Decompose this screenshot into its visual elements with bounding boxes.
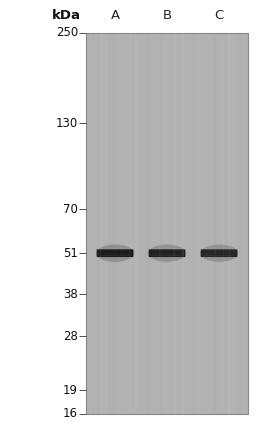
Ellipse shape bbox=[96, 244, 134, 262]
FancyBboxPatch shape bbox=[97, 249, 133, 257]
Ellipse shape bbox=[100, 255, 130, 256]
Ellipse shape bbox=[204, 255, 234, 256]
Text: 70: 70 bbox=[63, 203, 78, 216]
Ellipse shape bbox=[200, 244, 238, 262]
Text: 28: 28 bbox=[63, 330, 78, 343]
FancyBboxPatch shape bbox=[201, 249, 238, 257]
Text: 51: 51 bbox=[63, 247, 78, 260]
Bar bbox=[86, 33, 248, 414]
Text: 38: 38 bbox=[63, 287, 78, 300]
Text: B: B bbox=[163, 9, 172, 22]
Text: 19: 19 bbox=[63, 384, 78, 396]
Text: C: C bbox=[215, 9, 224, 22]
Text: A: A bbox=[110, 9, 120, 22]
Text: kDa: kDa bbox=[52, 9, 81, 22]
Text: 130: 130 bbox=[56, 117, 78, 130]
Text: 250: 250 bbox=[56, 26, 78, 39]
Ellipse shape bbox=[152, 255, 182, 256]
Text: 16: 16 bbox=[63, 407, 78, 420]
Ellipse shape bbox=[148, 244, 186, 262]
FancyBboxPatch shape bbox=[149, 249, 185, 257]
